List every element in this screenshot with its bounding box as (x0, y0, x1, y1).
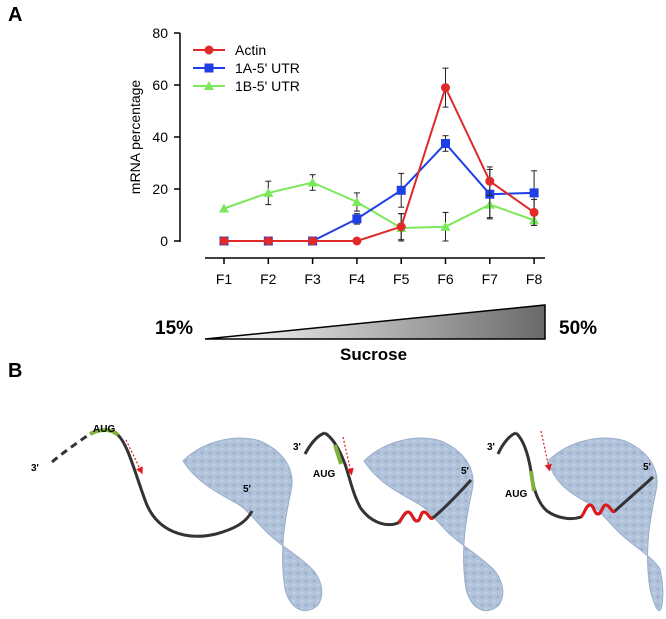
mrna-1-dashed (51, 432, 91, 464)
x-tick-label: F1 (216, 271, 233, 287)
gradient-right-label: 50% (559, 318, 598, 339)
legend: Actin 1A-5' UTR 1B-5' UTR (193, 42, 300, 94)
five-prime-label-3: 5' (643, 462, 651, 473)
series-line (223, 181, 535, 230)
data-point (485, 176, 495, 186)
diagram-1: AUG 3' 5' (31, 424, 323, 611)
three-prime-label-3: 3' (487, 442, 495, 453)
gradient-wedge (204, 304, 546, 340)
x-tick-label: F2 (260, 271, 277, 287)
aug-label-3: AUG (505, 489, 527, 500)
legend-label: 1A-5' UTR (235, 60, 300, 76)
data-point (219, 236, 229, 246)
data-point (352, 236, 362, 246)
data-point (263, 187, 274, 197)
data-point (440, 221, 451, 231)
x-tick-label: F6 (437, 271, 454, 287)
direction-arrow-2 (342, 436, 354, 476)
series-layer (219, 67, 540, 246)
three-prime-label-2: 3' (293, 442, 301, 453)
sucrose-gradient (204, 304, 546, 340)
diagram-3: 3' AUG 5' (487, 430, 664, 611)
hairpin-2 (397, 510, 435, 524)
x-tick-label: F5 (393, 271, 410, 287)
y-tick-label: 80 (152, 25, 168, 41)
gradient-left-label: 15% (155, 318, 194, 339)
x-ticks: F1 F2 F3 F4 F5 F6 F7 F8 (216, 258, 543, 287)
panel-b-label: B (8, 360, 23, 382)
ribosome-diagrams: AUG 3' 5' 3' AUG 5' 3' AUG 5' (31, 424, 664, 611)
y-axis-title: mRNA percentage (127, 80, 143, 195)
x-tick-label: F7 (482, 271, 499, 287)
data-point (219, 203, 229, 213)
gradient-caption: Sucrose (340, 345, 408, 364)
series-line (224, 84, 535, 242)
data-point (351, 197, 362, 206)
x-tick-label: F3 (304, 271, 321, 287)
direction-arrow-3 (540, 430, 552, 472)
line-chart: 0 20 40 60 80 F1 F2 F3 F4 F5 F6 F7 F8 mRNA percenta… (127, 25, 545, 287)
data-point (396, 222, 406, 232)
mrna-1 (116, 433, 254, 538)
panel-a-label: A (8, 4, 23, 26)
aug-2 (333, 444, 343, 465)
ribosome-3 (547, 437, 664, 611)
x-tick-label: F4 (349, 271, 366, 287)
data-point (263, 236, 273, 246)
x-tick-label: F8 (526, 271, 543, 287)
data-point (352, 214, 362, 224)
aug-label-1: AUG (93, 424, 115, 435)
direction-arrow-1 (125, 439, 143, 475)
y-tick-label: 20 (152, 181, 168, 197)
five-prime-label-2: 5' (461, 466, 469, 477)
aug-3 (529, 470, 536, 492)
legend-swatch-marker (204, 63, 214, 73)
legend-swatch-marker (204, 45, 214, 55)
legend-label: 1B-5' UTR (235, 78, 300, 94)
y-tick-label: 60 (152, 77, 168, 93)
y-tick-label: 0 (160, 233, 168, 249)
diagram-2: 3' AUG 5' (293, 431, 504, 611)
aug-1 (89, 428, 120, 437)
y-tick-label: 40 (152, 129, 168, 145)
data-point (529, 188, 539, 198)
mrna-3-lead (496, 431, 517, 455)
data-point (529, 207, 539, 217)
y-ticks: 0 20 40 60 80 (152, 25, 180, 249)
legend-label: Actin (235, 42, 266, 58)
data-point (308, 236, 318, 246)
hairpin-3 (579, 503, 617, 519)
data-point (441, 83, 450, 93)
mrna-2-lead (303, 431, 326, 455)
three-prime-label-1: 3' (31, 463, 39, 474)
ribosome-1 (182, 437, 323, 611)
data-point (441, 139, 450, 148)
five-prime-label-1: 5' (243, 484, 251, 495)
series-actin (219, 67, 539, 246)
data-point (307, 177, 318, 187)
data-point (396, 185, 406, 195)
aug-label-2: AUG (313, 469, 335, 480)
legend-swatch-marker (204, 81, 214, 90)
